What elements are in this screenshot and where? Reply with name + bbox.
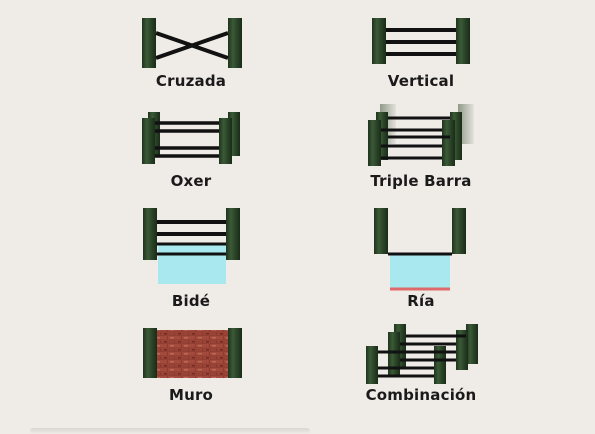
label-ria: Ría: [407, 292, 435, 310]
label-cruzada: Cruzada: [155, 72, 227, 90]
jump-oxer-icon: [142, 112, 240, 164]
label-vertical: Vertical: [387, 72, 455, 90]
label-bide: Bidé: [171, 292, 211, 310]
jump-combinacion-icon: [366, 324, 478, 384]
jump-cruzada-icon: [142, 18, 242, 68]
jump-muro-icon: [143, 328, 242, 378]
label-muro: Muro: [168, 386, 214, 404]
jump-triple-barra-icon: [368, 104, 474, 166]
jump-ria-icon: [374, 208, 466, 291]
label-triple-barra: Triple Barra: [370, 172, 472, 190]
jump-bide-icon: [143, 208, 240, 284]
bottom-shadow: [30, 428, 310, 434]
jump-vertical-icon: [372, 18, 470, 64]
label-combinacion: Combinación: [365, 386, 477, 404]
label-oxer: Oxer: [170, 172, 212, 190]
